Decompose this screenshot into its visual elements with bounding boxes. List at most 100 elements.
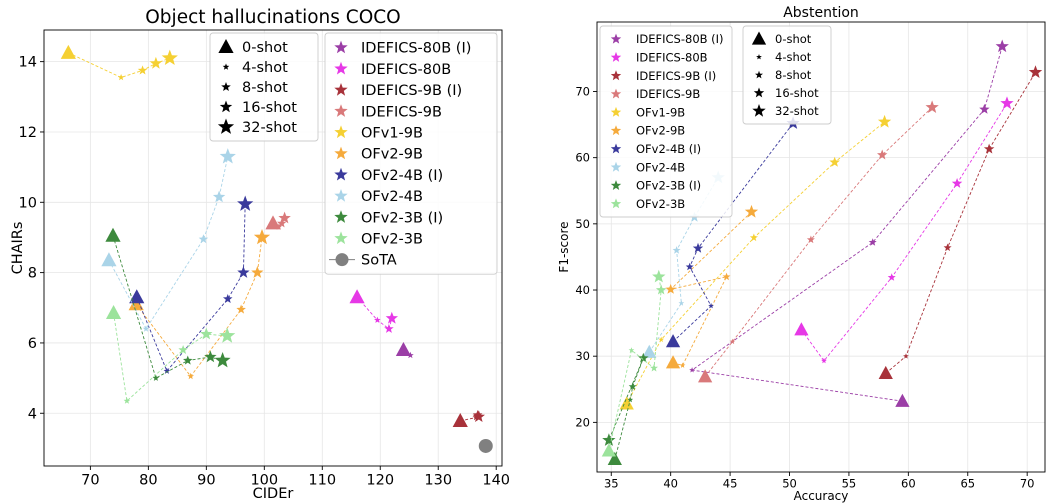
point-8-shot [137, 65, 148, 75]
shot-legend-label: 16-shot [775, 86, 819, 100]
series-ofv2-9b [665, 204, 759, 369]
legend-marker-ofv2-4b [334, 189, 348, 202]
legend-label-ofv2-9b: OFv2-9B [636, 124, 685, 138]
point-8-shot [198, 234, 209, 244]
series-idefics-80b-i [395, 341, 414, 359]
point-16-shot [200, 327, 213, 340]
point-8-shot [887, 273, 896, 281]
point-4-shot [187, 372, 194, 380]
legend-label-idefics-9b: IDEFICS-9B [361, 104, 442, 120]
point-32-shot [219, 148, 236, 164]
point-32-shot [214, 352, 231, 368]
point-16-shot [251, 266, 264, 278]
legend-label-ofv2-3b-i: OFv2-3B (I) [361, 210, 443, 226]
point-32-shot [744, 204, 759, 218]
point-4-shot [152, 374, 160, 381]
chart-left: 70 80 90 100 110 120 130 140 4 6 8 10 12 14 Object ha… [10, 7, 510, 502]
point-0-shot [129, 289, 145, 304]
legend-label-ofv2-3b-i: OFv2-3B (I) [636, 179, 701, 193]
x-tick-label: 80 [139, 473, 157, 489]
point-32-shot [1000, 96, 1014, 110]
legend-label-sota: SoTA [361, 253, 397, 269]
shot-legend-label: 4-shot [242, 60, 288, 76]
shot-legend-label: 8-shot [775, 68, 812, 82]
x-tick-label: 70 [81, 473, 99, 489]
legend-marker-ofv2-3b-i [610, 180, 622, 190]
x-tick-label: 120 [366, 473, 394, 489]
series-ofv2-3b-i [602, 352, 649, 466]
point-32-shot [925, 100, 939, 113]
series-idefics-9b-i [878, 65, 1043, 380]
shot-legend-marker [755, 70, 763, 79]
y-tick-label: 70 [575, 85, 590, 99]
plot-frame-right [596, 21, 1046, 473]
point-16-shot [655, 284, 667, 295]
model-legend-box [324, 32, 498, 275]
point-16-shot [385, 311, 398, 324]
point-0-shot [607, 451, 622, 466]
legend-marker-idefics-80b [334, 61, 348, 75]
legend-marker-ofv2-3b [610, 198, 622, 209]
series-line [704, 107, 933, 377]
shot-legend-marker [222, 63, 230, 70]
point-16-shot [472, 410, 485, 422]
legend-label-idefics-80b: IDEFICS-80B [361, 62, 451, 78]
point-16-shot [204, 350, 217, 363]
shot-legend-box [742, 25, 832, 125]
point-4-shot [163, 367, 171, 374]
shot-legend-marker [753, 87, 765, 98]
point-0-shot [105, 227, 121, 242]
legend-label-idefics-80b: IDEFICS-80B [636, 50, 708, 64]
point-16-shot [237, 266, 250, 278]
legend-label-ofv1-9b: OFv1-9B [636, 105, 685, 119]
y-tick-label: 12 [19, 125, 37, 141]
point-32-shot [602, 433, 616, 446]
y-tick-label: 50 [575, 217, 590, 231]
series-ofv2-3b [601, 269, 667, 457]
legend-label-idefics-9b: IDEFICS-9B [636, 87, 700, 101]
point-16-shot [829, 156, 840, 167]
point-16-shot [638, 352, 649, 363]
point-0-shot [698, 369, 713, 383]
x-tick-label: 110 [308, 473, 336, 489]
legend-label-idefics-9b-i: IDEFICS-9B (I) [361, 83, 462, 99]
series-ofv2-4b [101, 148, 236, 332]
shot-legend-marker [756, 54, 762, 60]
y-tick-label: 6 [28, 336, 37, 352]
legend-marker-ofv2-4b-i [334, 167, 348, 181]
point-4-shot [123, 397, 131, 404]
x-tick-label: 90 [197, 473, 215, 489]
legend-marker-ofv2-3b-i [334, 210, 348, 223]
shot-legend-marker [751, 31, 767, 45]
point-0-shot [128, 296, 144, 311]
sota-point [478, 438, 493, 453]
point-16-shot [877, 149, 888, 160]
legend-marker-ofv2-9b [610, 125, 622, 136]
legend-label-ofv2-4b-i: OFv2-4B (I) [636, 142, 701, 156]
series-ofv2-9b [128, 229, 271, 380]
legend-label-idefics-80b-i: IDEFICS-80B (I) [636, 32, 724, 46]
point-4-shot [627, 396, 634, 403]
point-8-shot [628, 382, 637, 390]
model-legend-right: IDEFICS-80B (I) IDEFICS-80B IDEFICS-9B (I)… [599, 25, 733, 218]
point-4-shot [628, 347, 635, 353]
x-tick-label: 100 [250, 473, 278, 489]
point-4-shot [821, 357, 827, 364]
x-axis-label-left: CIDEr [253, 486, 294, 502]
legend-marker-ofv2-9b [334, 146, 348, 160]
legend-marker-idefics-80b [610, 51, 622, 62]
point-32-shot [877, 114, 892, 128]
point-4-shot [679, 362, 686, 368]
point-4-shot [142, 325, 150, 332]
legends-right: 0-shot 4-shot 8-shot 16-shot 32-shot IDEFICS-… [599, 25, 832, 218]
plot-frame-left [43, 29, 503, 467]
legend-label-ofv2-4b: OFv2-4B [636, 160, 685, 174]
shot-legend-marker [221, 82, 231, 91]
model-legend-left: IDEFICS-80B (I) IDEFICS-80B IDEFICS-9B (I)… [324, 32, 498, 275]
y-tick-label: 14 [19, 55, 37, 71]
series-idefics-9b [698, 100, 939, 383]
x-tick-label: 35 [604, 477, 619, 491]
ticks-left: 70 80 90 100 110 120 130 140 4 6 8 10 12 14 [19, 55, 510, 489]
